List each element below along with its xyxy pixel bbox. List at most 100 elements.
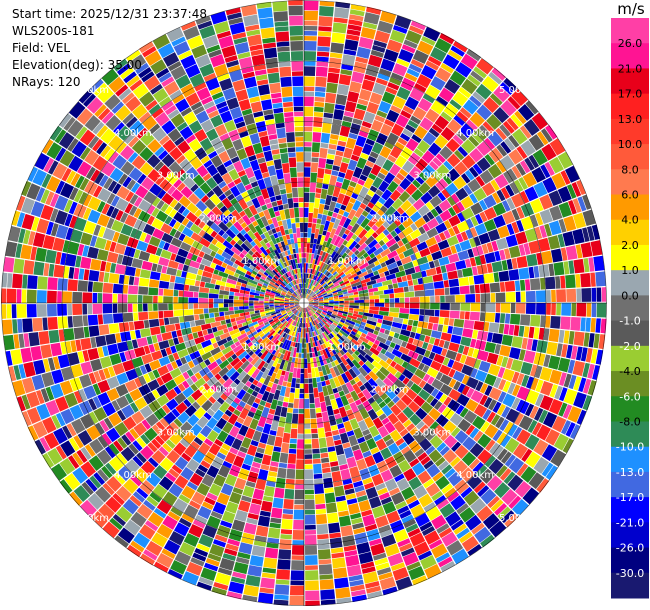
velocity-gate	[370, 543, 385, 556]
velocity-gate	[295, 147, 304, 152]
velocity-gate	[309, 403, 316, 409]
velocity-gate	[404, 291, 415, 298]
velocity-gate	[407, 280, 414, 286]
velocity-gate	[324, 395, 332, 407]
velocity-gate	[135, 367, 143, 377]
velocity-gate	[168, 483, 183, 498]
velocity-gate	[436, 95, 449, 107]
velocity-gate	[528, 266, 535, 279]
velocity-gate	[336, 500, 348, 512]
velocity-gate	[315, 312, 320, 317]
velocity-gate	[376, 110, 388, 119]
velocity-gate	[336, 145, 346, 152]
velocity-gate	[315, 407, 322, 413]
velocity-gate	[320, 289, 326, 293]
velocity-gate	[535, 290, 546, 303]
velocity-gate	[64, 473, 81, 491]
velocity-gate	[496, 465, 508, 478]
velocity-gate	[392, 317, 404, 324]
velocity-gate	[220, 483, 234, 496]
velocity-gate	[324, 316, 334, 324]
velocity-gate	[321, 411, 330, 423]
velocity-gate	[369, 295, 380, 300]
velocity-gate	[446, 540, 464, 556]
velocity-gate	[332, 276, 342, 284]
velocity-gate	[326, 243, 334, 254]
velocity-gate	[122, 359, 135, 372]
velocity-gate	[338, 515, 352, 527]
colorbar-tick-label: 8.0	[621, 163, 639, 176]
velocity-gate	[31, 374, 45, 391]
velocity-gate	[358, 130, 369, 138]
velocity-gate	[508, 495, 522, 509]
instrument-label: WLS200s-181	[12, 24, 95, 38]
velocity-gate	[138, 277, 150, 287]
velocity-gate	[380, 469, 394, 483]
velocity-gate	[283, 371, 290, 382]
velocity-gate	[484, 137, 496, 150]
velocity-gate	[402, 248, 414, 258]
velocity-gate	[340, 319, 345, 324]
velocity-gate	[102, 303, 113, 314]
velocity-gate	[199, 281, 206, 288]
velocity-gate	[473, 430, 484, 442]
velocity-gate	[244, 300, 249, 303]
velocity-gate	[351, 234, 358, 240]
velocity-gate	[543, 328, 550, 341]
velocity-gate	[479, 468, 495, 484]
velocity-gate	[300, 317, 303, 328]
velocity-gate	[394, 298, 400, 303]
velocity-gate	[347, 24, 362, 32]
velocity-gate	[311, 347, 315, 353]
velocity-gate	[194, 372, 202, 380]
velocity-gate	[469, 427, 480, 439]
velocity-gate	[232, 325, 238, 330]
velocity-gate	[346, 29, 361, 37]
velocity-gate	[179, 421, 193, 434]
velocity-gate	[336, 346, 342, 352]
velocity-gate	[397, 538, 411, 548]
velocity-gate	[370, 353, 382, 363]
velocity-gate	[277, 322, 282, 327]
velocity-gate	[273, 11, 289, 22]
velocity-gate	[143, 373, 152, 383]
velocity-gate	[566, 288, 577, 302]
velocity-gate	[313, 305, 319, 308]
velocity-gate	[308, 299, 313, 302]
velocity-gate	[316, 310, 321, 314]
velocity-gate	[40, 388, 50, 403]
velocity-gate	[257, 351, 263, 358]
velocity-gate	[343, 211, 350, 218]
velocity-gate	[575, 346, 583, 361]
velocity-gate	[550, 449, 566, 467]
velocity-gate	[386, 222, 398, 233]
velocity-gate	[533, 439, 549, 456]
velocity-gate	[296, 317, 301, 327]
velocity-gate	[365, 6, 382, 15]
velocity-gate	[334, 353, 343, 364]
velocity-gate	[401, 275, 408, 282]
velocity-gate	[427, 376, 435, 385]
velocity-gate	[426, 343, 434, 352]
velocity-gate	[336, 597, 352, 604]
velocity-gate	[93, 407, 108, 422]
velocity-gate	[113, 472, 126, 485]
velocity-gate	[59, 380, 73, 396]
velocity-gate	[156, 552, 174, 568]
velocity-gate	[327, 346, 332, 352]
velocity-gate	[330, 272, 339, 281]
velocity-gate	[400, 110, 412, 119]
velocity-gate	[216, 397, 225, 405]
velocity-gate	[377, 318, 383, 324]
velocity-gate	[280, 76, 292, 88]
velocity-gate	[366, 101, 379, 115]
velocity-gate	[121, 404, 135, 419]
velocity-gate	[427, 322, 434, 330]
velocity-gate	[112, 493, 125, 506]
velocity-gate	[337, 266, 347, 275]
velocity-gate	[257, 317, 268, 324]
velocity-gate	[317, 36, 331, 47]
velocity-gate	[318, 322, 323, 327]
velocity-gate	[511, 371, 520, 384]
velocity-gate	[391, 337, 403, 346]
